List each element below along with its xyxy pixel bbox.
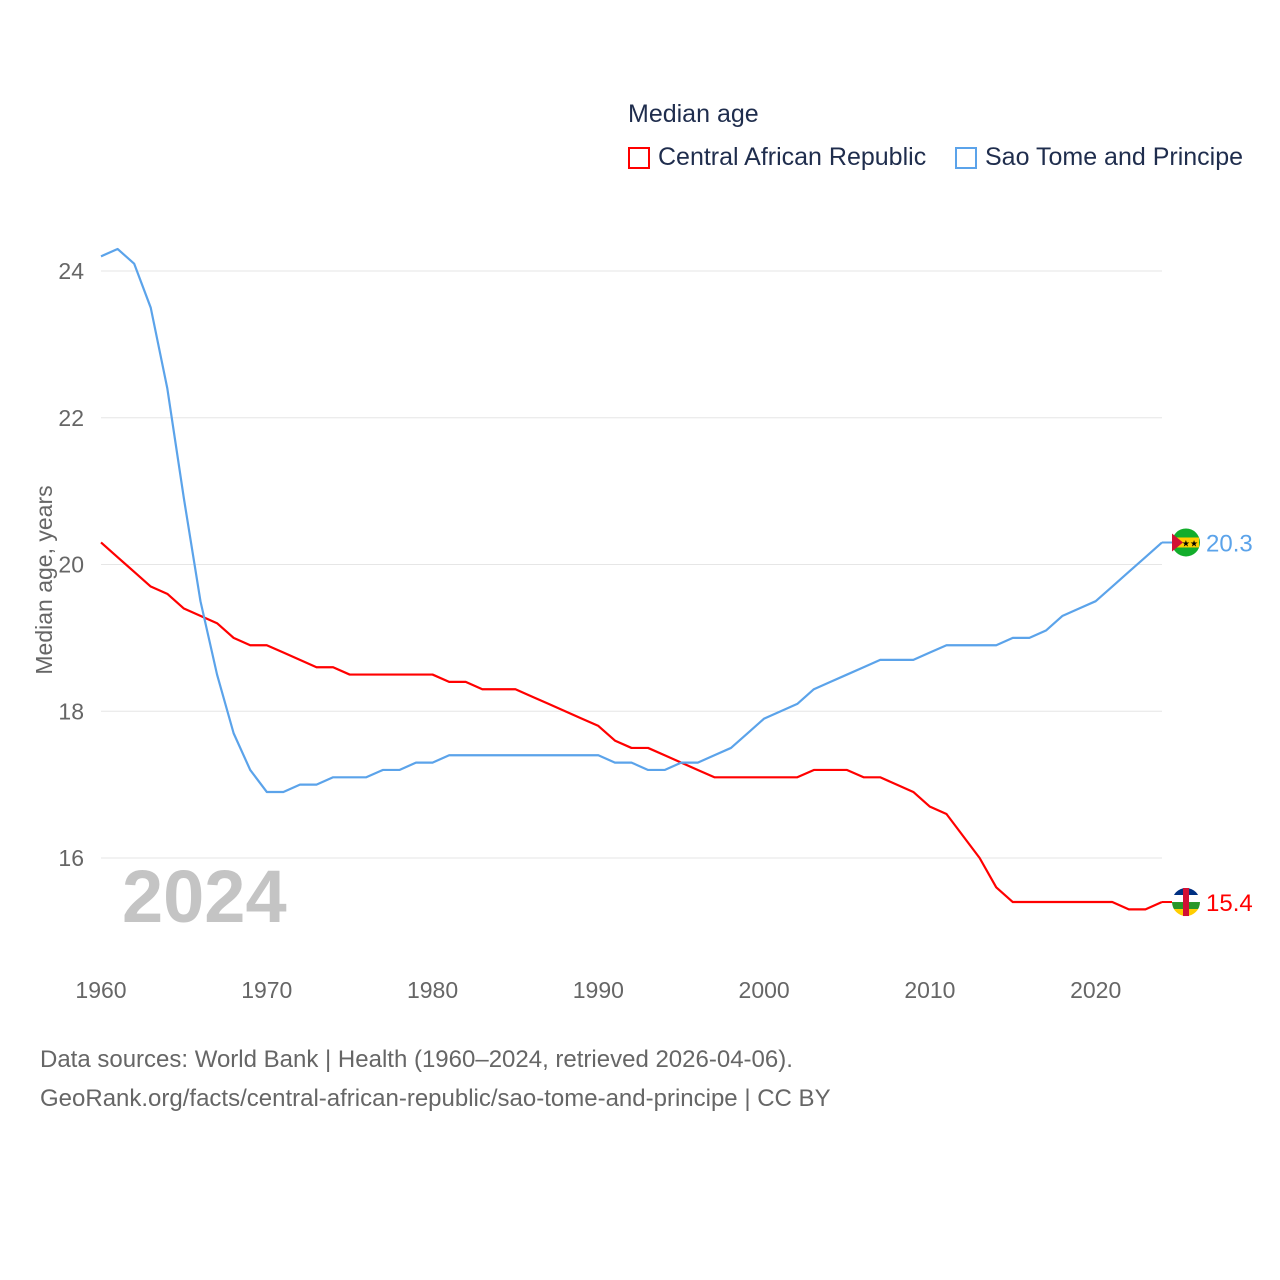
series-line-car: [100, 541, 1163, 911]
legend-swatch: [955, 146, 977, 169]
flag-stp-stars: ★★: [1182, 538, 1198, 548]
y-tick-label: 16: [58, 845, 84, 871]
y-axis-label: Median age, years: [31, 485, 57, 674]
x-tick-label: 1960: [75, 977, 126, 1003]
series-line-sao-tome: [100, 247, 1163, 794]
y-tick-label: 22: [58, 405, 84, 431]
x-tick-label: 1970: [241, 977, 292, 1003]
end-value-label: 20.3: [1206, 530, 1253, 557]
legend-item-stp[interactable]: Sao Tome and Principe: [955, 143, 1243, 172]
legend-label: Sao Tome and Principe: [985, 143, 1244, 171]
x-tick-label: 2000: [739, 977, 790, 1003]
flag-stp-triangle: [1172, 533, 1183, 552]
legend-label: Central African Republic: [658, 143, 927, 171]
legend-item-car[interactable]: Central African Republic: [628, 143, 926, 172]
legend-swatch: [628, 146, 650, 169]
flag-car-icon: [1172, 888, 1200, 917]
x-tick-label: 1980: [407, 977, 458, 1003]
source-line-1: Data sources: World Bank | Health (1960–…: [40, 1046, 793, 1073]
legend-title: Median age: [628, 100, 759, 128]
year-watermark: 2024: [122, 855, 287, 938]
source-line-2[interactable]: GeoRank.org/facts/central-african-republ…: [40, 1085, 831, 1112]
y-tick-label: 20: [58, 552, 84, 578]
x-tick-label: 1990: [573, 977, 624, 1003]
flag-stp-band: [1173, 537, 1199, 548]
end-value-label: 15.4: [1206, 890, 1253, 917]
y-tick-label: 24: [58, 258, 84, 284]
x-tick-label: 2020: [1070, 977, 1121, 1003]
x-tick-label: 2010: [904, 977, 955, 1003]
y-tick-label: 18: [58, 698, 84, 724]
